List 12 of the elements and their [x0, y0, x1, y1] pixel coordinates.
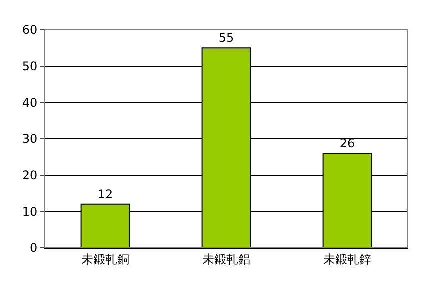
x-tick-label: 未鍛軋銅: [82, 252, 130, 266]
x-tick-label: 未鍛軋鋁: [202, 252, 250, 266]
data-label: 12: [98, 187, 114, 202]
y-tick-label: 40: [22, 96, 38, 110]
data-label: 55: [218, 31, 234, 46]
y-tick-label: 10: [22, 204, 38, 219]
y-tick-label: 0: [30, 241, 38, 256]
y-tick-label: 20: [22, 168, 38, 183]
y-tick-label: 30: [22, 132, 38, 146]
x-tick-label: 未鍛軋鋅: [324, 252, 372, 266]
y-tick-label: 50: [22, 60, 38, 74]
y-tick-label: 60: [22, 23, 38, 38]
